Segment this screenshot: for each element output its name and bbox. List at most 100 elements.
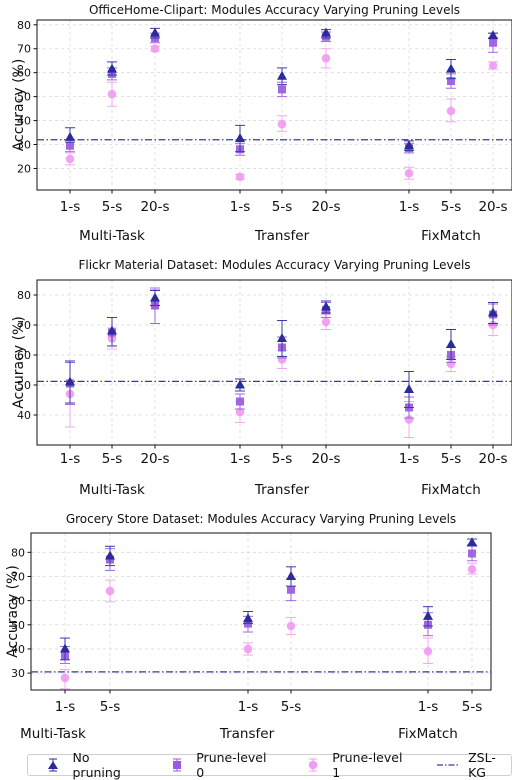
circle-marker: [60, 673, 70, 683]
x-tick-label: 1-s: [399, 451, 420, 467]
plot-frame: [30, 532, 492, 691]
triangle-marker: [277, 70, 287, 80]
group-label: Transfer: [254, 482, 310, 498]
group-label: FixMatch: [421, 482, 481, 498]
square-marker: [287, 585, 295, 594]
triangle-marker: [423, 610, 433, 620]
circle-marker: [404, 168, 414, 178]
circle-marker: [404, 415, 414, 424]
triangle-marker: [488, 30, 498, 40]
y-tick-label: 40: [17, 409, 31, 422]
x-tick-label: 5-s: [272, 451, 293, 467]
circle-marker: [467, 564, 477, 574]
legend-label: Prune-level 1: [332, 750, 403, 780]
circle-marker: [446, 106, 456, 116]
y-tick-label: 40: [11, 643, 25, 656]
y-tick-label: 50: [17, 91, 31, 104]
y-tick-label: 70: [11, 570, 25, 583]
triangle-marker-icon: [48, 758, 58, 772]
x-tick-label: 5-s: [272, 199, 293, 215]
legend-item-zsl-kg: ZSL-KG: [436, 750, 511, 780]
chart-title: Flickr Material Dataset: Modules Accurac…: [78, 258, 470, 272]
circle-marker: [105, 586, 115, 596]
triangle-marker: [65, 376, 75, 386]
circle-marker: [277, 355, 287, 364]
group-label: Multi-Task: [79, 482, 145, 498]
y-axis-label: Accuracy (%): [11, 316, 27, 409]
y-axis-label: Accuracy (%): [5, 565, 21, 658]
square-marker: [489, 38, 497, 47]
y-tick-label: 60: [11, 595, 25, 608]
square-marker: [278, 85, 286, 94]
triangle-marker: [286, 570, 296, 580]
legend-label: ZSL-KG: [468, 750, 496, 780]
triangle-marker: [107, 63, 117, 73]
x-tick-label: 1-s: [399, 199, 420, 215]
square-marker: [447, 77, 455, 86]
x-tick-label: 20-s: [311, 199, 340, 215]
triangle-marker: [235, 133, 245, 143]
x-tick-label: 20-s: [140, 451, 169, 467]
circle-marker: [321, 54, 331, 63]
square-marker: [66, 141, 74, 150]
x-tick-label: 5-s: [441, 199, 462, 215]
chart-panel-2: Flickr Material Dataset: Modules Accurac…: [11, 258, 512, 498]
x-tick-label: 20-s: [311, 451, 340, 467]
triangle-marker: [277, 333, 287, 342]
group-label: FixMatch: [398, 726, 458, 742]
triangle-marker: [60, 643, 70, 653]
circle-marker: [321, 317, 331, 327]
triangle-marker: [243, 613, 253, 623]
y-tick-label: 50: [11, 619, 25, 632]
y-tick-label: 60: [17, 67, 31, 80]
x-tick-label: 20-s: [478, 199, 507, 215]
circle-marker: [243, 644, 253, 654]
x-tick-label: 1-s: [238, 699, 259, 715]
chart-panel-1: OfficeHome-Clipart: Modules Accuracy Var…: [11, 3, 512, 244]
legend-item-prune-level-1: Prune-level 1: [300, 750, 410, 780]
legend-label: No pruning: [72, 750, 121, 780]
group-label: Transfer: [219, 726, 275, 742]
triangle-marker: [150, 292, 160, 302]
x-tick-label: 1-s: [418, 699, 439, 715]
x-tick-label: 5-s: [100, 699, 121, 715]
x-tick-label: 1-s: [60, 451, 81, 467]
y-tick-label: 30: [17, 139, 31, 152]
triangle-marker: [467, 537, 477, 547]
square-marker: [236, 397, 244, 406]
y-tick-label: 30: [11, 667, 25, 680]
x-tick-label: 1-s: [230, 451, 251, 467]
triangle-marker: [404, 140, 414, 150]
triangle-marker: [107, 325, 117, 335]
circle-marker: [235, 172, 245, 182]
y-tick-label: 60: [17, 349, 31, 362]
triangle-marker: [65, 131, 75, 141]
plot-frame: [36, 19, 512, 191]
y-tick-label: 80: [17, 289, 31, 302]
triangle-marker: [404, 384, 414, 393]
circle-marker: [488, 61, 498, 70]
circle-marker: [107, 89, 117, 99]
circle-marker: [235, 407, 245, 417]
legend: No pruning Prune-level 0 Prune-level 1 Z…: [27, 750, 512, 780]
circle-marker: [65, 154, 75, 164]
y-tick-label: 50: [17, 379, 31, 392]
triangle-marker: [321, 301, 331, 311]
figure: OfficeHome-Clipart: Modules Accuracy Var…: [5, 3, 512, 742]
y-tick-label: 70: [17, 43, 31, 56]
x-tick-label: 1-s: [230, 199, 251, 215]
x-tick-label: 5-s: [281, 699, 302, 715]
y-tick-label: 20: [17, 162, 31, 175]
y-tick-label: 40: [17, 115, 31, 128]
square-marker: [468, 549, 476, 558]
legend-label: Prune-level 0: [196, 750, 267, 780]
chart-title: Grocery Store Dataset: Modules Accuracy …: [66, 512, 456, 526]
group-label: FixMatch: [421, 228, 481, 244]
chart-panel-3: Grocery Store Dataset: Modules Accuracy …: [5, 512, 492, 742]
x-tick-label: 5-s: [462, 699, 483, 715]
x-tick-label: 1-s: [55, 699, 76, 715]
circle-marker: [286, 621, 296, 631]
x-tick-label: 1-s: [60, 199, 81, 215]
chart-title: OfficeHome-Clipart: Modules Accuracy Var…: [89, 3, 460, 17]
circle-marker: [277, 119, 287, 129]
